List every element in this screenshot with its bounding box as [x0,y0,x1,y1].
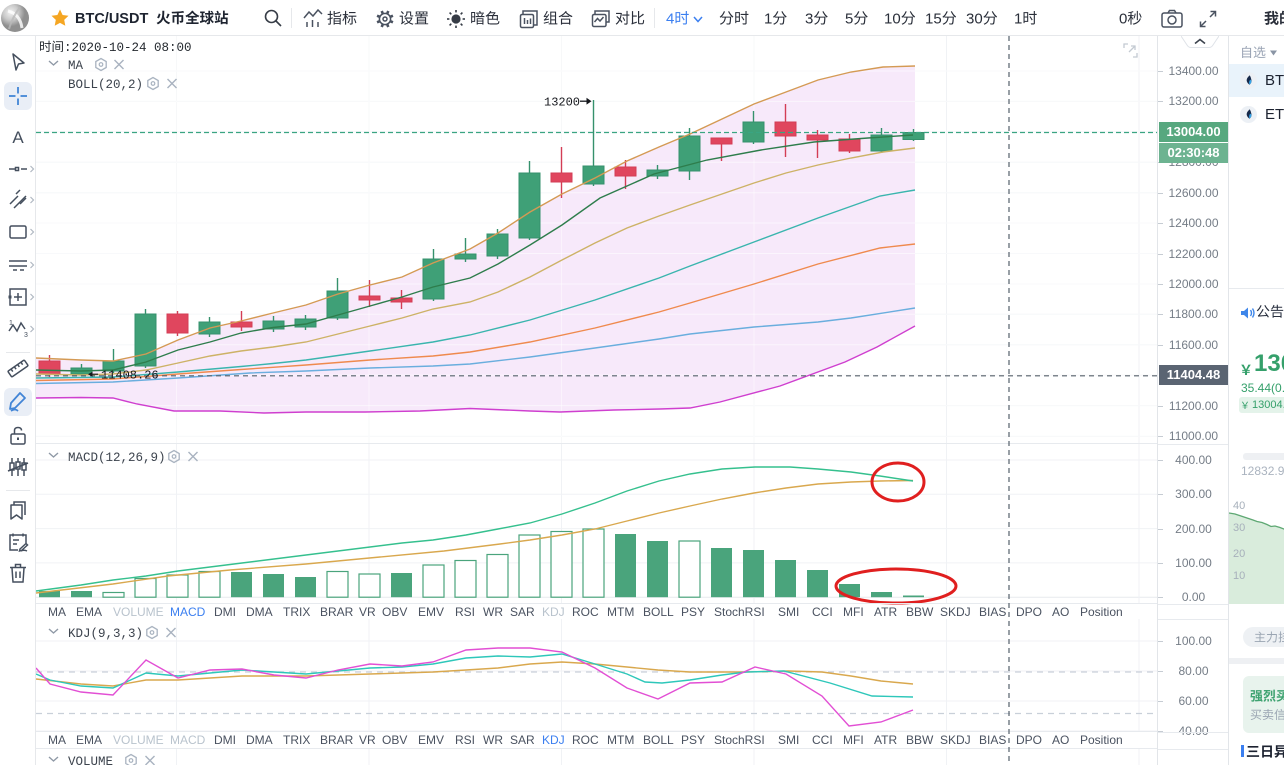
svg-text:BOLL(20,2): BOLL(20,2) [68,78,143,92]
svg-text::2020-10-24 08:00: :2020-10-24 08:00 [64,41,192,55]
svg-text:11408.26: 11408.26 [101,369,159,383]
svg-text:MACD(12,26,9): MACD(12,26,9) [68,451,166,465]
svg-text:VOLUME: VOLUME [68,755,113,765]
svg-text:MA: MA [68,59,84,73]
svg-text:13200: 13200 [544,96,580,110]
svg-text:1: 1 [9,320,13,327]
svg-text:3: 3 [24,332,28,339]
svg-text:A: A [12,128,24,147]
svg-text:KDJ(9,3,3): KDJ(9,3,3) [68,627,143,641]
